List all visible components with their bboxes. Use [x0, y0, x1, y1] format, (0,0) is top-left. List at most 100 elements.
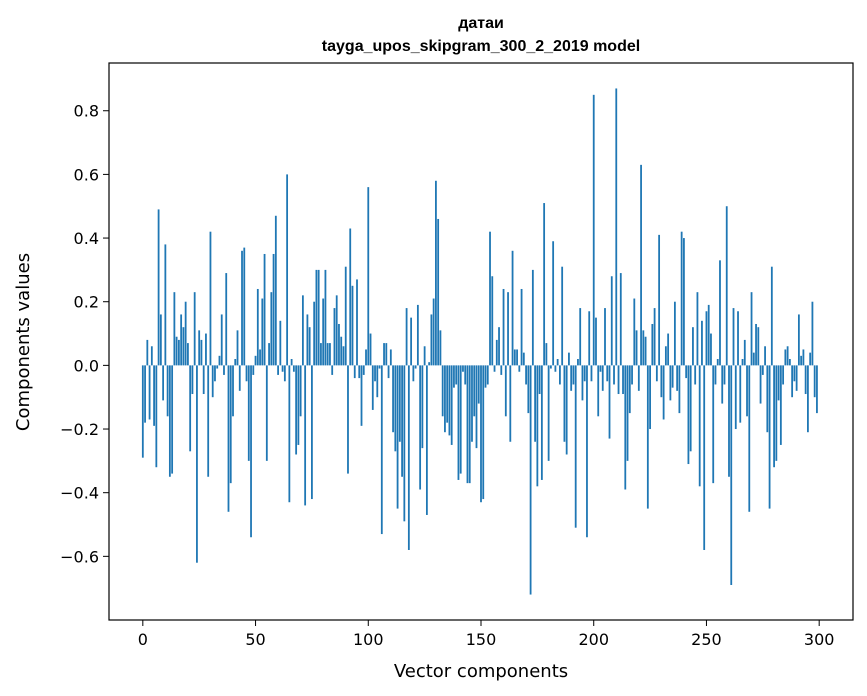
bar — [734, 365, 737, 430]
bar — [311, 365, 313, 500]
bar — [180, 314, 183, 366]
bar — [705, 311, 708, 366]
bar — [775, 365, 778, 461]
bar — [301, 295, 304, 366]
bar — [423, 346, 426, 366]
chart-title: датаи — [458, 15, 504, 32]
bar — [205, 333, 207, 366]
bar — [673, 301, 676, 366]
bar — [610, 276, 613, 366]
bar — [642, 330, 645, 366]
bar — [800, 355, 803, 366]
bar — [536, 365, 539, 487]
bar — [588, 311, 591, 366]
bar — [768, 365, 771, 509]
bar — [317, 269, 320, 366]
bar — [698, 365, 701, 487]
bar — [464, 365, 467, 385]
bar — [455, 365, 458, 385]
bar — [421, 365, 424, 449]
x-tick-label: 50 — [245, 630, 265, 649]
bar — [795, 365, 798, 391]
bar — [324, 269, 327, 366]
bar — [502, 288, 505, 366]
bar — [356, 279, 358, 366]
bar — [685, 365, 688, 379]
bar — [811, 301, 814, 366]
y-tick-label: 0.6 — [74, 165, 99, 184]
bar — [590, 365, 593, 382]
bar — [628, 365, 631, 414]
y-tick-label: −0.2 — [60, 420, 99, 439]
bar — [696, 292, 699, 366]
bar — [784, 349, 787, 366]
bar — [773, 365, 775, 468]
bar — [813, 365, 816, 398]
bar — [385, 343, 388, 366]
bar — [428, 362, 431, 366]
bar — [254, 355, 257, 366]
bar — [807, 365, 809, 433]
y-tick-label: −0.6 — [60, 547, 99, 566]
bar — [477, 365, 480, 404]
bar — [498, 327, 500, 366]
bar — [595, 317, 597, 366]
bar — [437, 218, 440, 366]
bar — [761, 365, 764, 375]
bar — [394, 365, 397, 452]
bar — [444, 365, 446, 433]
bar — [351, 285, 354, 366]
bar — [568, 352, 570, 366]
bar — [513, 349, 516, 366]
bar — [714, 365, 717, 385]
bar — [432, 298, 435, 366]
bar — [238, 365, 241, 391]
bar — [565, 365, 568, 455]
bar — [752, 352, 755, 366]
bar — [247, 365, 250, 461]
bar — [782, 365, 785, 385]
bar — [721, 365, 724, 404]
bar — [730, 365, 733, 585]
bar — [209, 231, 212, 366]
bar — [265, 365, 268, 461]
bar — [592, 94, 595, 366]
bar — [737, 311, 739, 366]
bar — [525, 365, 527, 385]
bar — [191, 365, 194, 395]
bar — [570, 365, 573, 391]
bar — [491, 276, 494, 366]
bar — [466, 365, 469, 484]
bar — [367, 187, 370, 366]
bar — [182, 327, 185, 366]
bar — [723, 365, 726, 385]
bar — [484, 365, 487, 388]
bar — [329, 343, 331, 366]
bar — [378, 365, 381, 369]
x-tick-label: 200 — [578, 630, 609, 649]
bar — [299, 365, 302, 417]
bar — [816, 365, 818, 414]
bar — [446, 365, 449, 423]
x-tick-label: 150 — [466, 630, 497, 649]
bar — [586, 365, 588, 538]
bar — [227, 365, 230, 512]
bar — [252, 365, 255, 375]
bar — [615, 88, 618, 366]
bar — [353, 365, 356, 379]
bar — [439, 330, 442, 366]
bar — [748, 365, 751, 512]
bar — [468, 365, 471, 484]
bar — [707, 304, 710, 366]
bar — [653, 308, 656, 366]
bar — [802, 349, 805, 366]
bar — [405, 308, 408, 366]
bar — [770, 266, 773, 366]
bar — [507, 292, 509, 366]
bar — [637, 365, 640, 391]
bar — [220, 314, 223, 366]
bar — [196, 365, 198, 563]
bar — [202, 365, 205, 395]
bar — [649, 365, 651, 430]
